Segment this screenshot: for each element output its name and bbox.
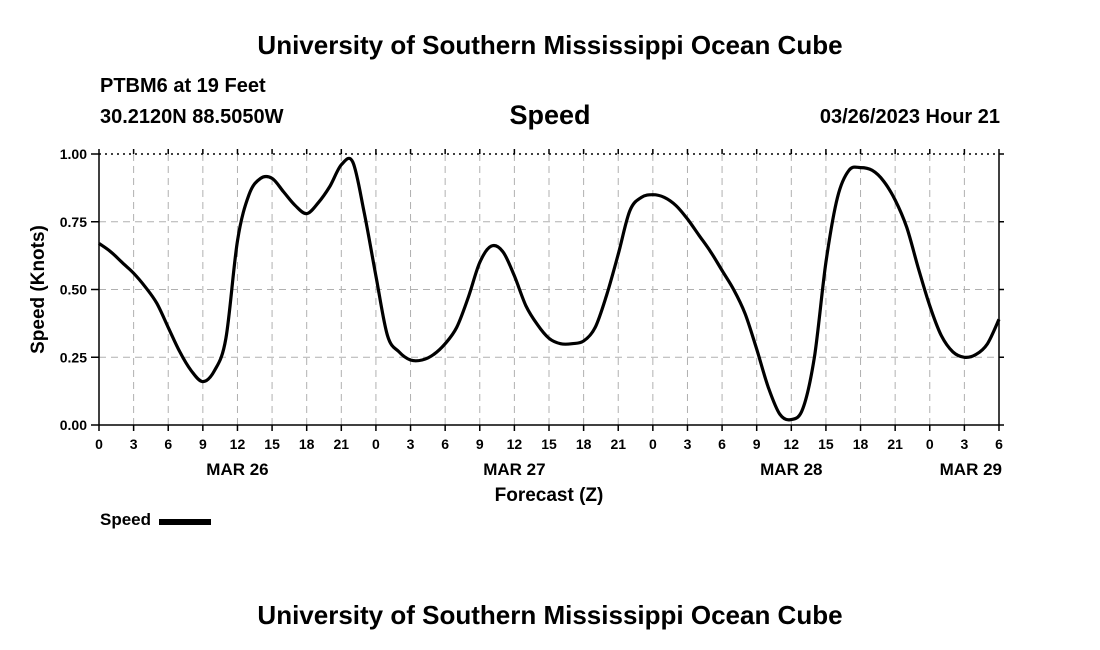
y-tick-label: 1.00 <box>60 146 87 162</box>
x-tick-label: 0 <box>649 436 657 452</box>
y-tick-label: 0.50 <box>60 282 87 298</box>
x-tick-label: 18 <box>853 436 869 452</box>
x-tick-label: 12 <box>507 436 523 452</box>
x-tick-label: 15 <box>818 436 834 452</box>
x-tick-label: 6 <box>718 436 726 452</box>
x-axis-title: Forecast (Z) <box>495 485 604 506</box>
legend-label: Speed <box>100 510 152 529</box>
x-tick-label: 6 <box>441 436 449 452</box>
x-tick-label: 9 <box>199 436 207 452</box>
x-tick-label: 21 <box>887 436 903 452</box>
y-tick-label: 0.75 <box>60 214 87 230</box>
footer-title: University of Southern Mississippi Ocean… <box>257 600 843 630</box>
x-tick-label: 0 <box>95 436 103 452</box>
x-tick-label: 0 <box>926 436 934 452</box>
x-tick-label: 12 <box>230 436 246 452</box>
x-tick-label: 3 <box>960 436 968 452</box>
x-tick-label: 18 <box>576 436 592 452</box>
x-tick-label: 3 <box>407 436 415 452</box>
x-tick-label: 15 <box>541 436 557 452</box>
chart-title: University of Southern Mississippi Ocean… <box>257 30 843 60</box>
chart-subtitle: Speed <box>509 100 591 130</box>
x-tick-label: 9 <box>753 436 761 452</box>
x-tick-label: 3 <box>130 436 138 452</box>
date-label: MAR 26 <box>206 460 268 479</box>
x-tick-label: 21 <box>334 436 350 452</box>
legend: Speed <box>100 510 212 530</box>
station-label: PTBM6 at 19 Feet <box>100 75 266 97</box>
x-tick-label: 12 <box>784 436 800 452</box>
y-axis-title: Speed (Knots) <box>28 225 49 354</box>
date-label: MAR 28 <box>760 460 822 479</box>
x-tick-label: 6 <box>164 436 172 452</box>
legend-swatch <box>159 519 212 525</box>
forecast-datetime: 03/26/2023 Hour 21 <box>819 106 1000 128</box>
x-tick-label: 9 <box>476 436 484 452</box>
x-tick-label: 21 <box>610 436 626 452</box>
x-tick-label: 3 <box>684 436 692 452</box>
date-label: MAR 27 <box>483 460 545 479</box>
date-label: MAR 29 <box>940 460 1002 479</box>
x-tick-label: 15 <box>264 436 280 452</box>
x-tick-label: 18 <box>299 436 315 452</box>
coordinates-label: 30.2120N 88.5050W <box>100 106 284 128</box>
speed-series-line <box>98 156 1001 422</box>
y-tick-label: 0.00 <box>60 417 87 433</box>
y-tick-label: 0.25 <box>60 349 87 365</box>
x-tick-label: 0 <box>372 436 380 452</box>
x-tick-label: 6 <box>995 436 1003 452</box>
